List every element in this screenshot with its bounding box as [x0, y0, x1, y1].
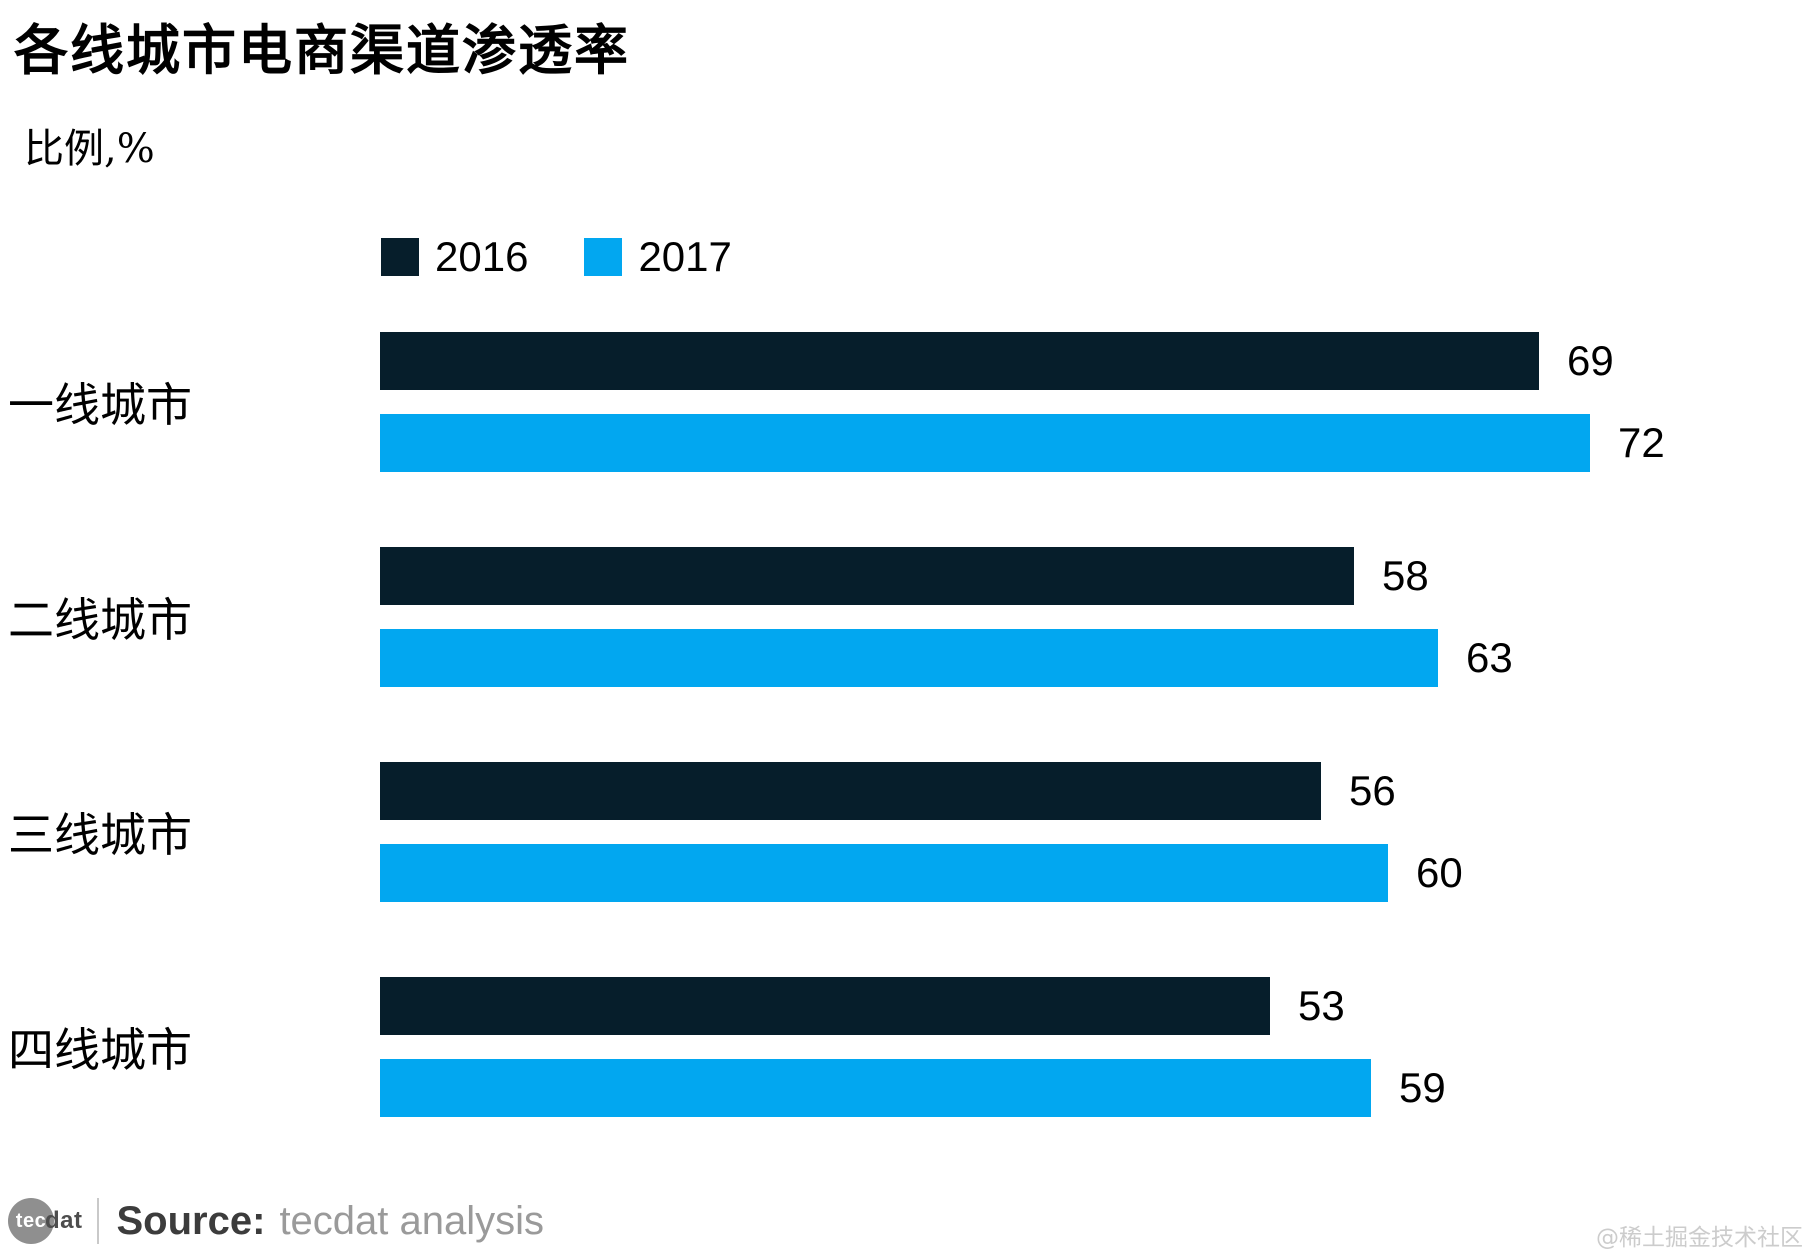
bar-value-label: 72: [1618, 419, 1665, 466]
bar-value-label: 69: [1567, 337, 1614, 384]
bar-group-3: 三线城市 56 60: [0, 762, 1809, 902]
bar-value-label: 59: [1399, 1064, 1446, 1111]
bar-value-label: 60: [1416, 849, 1463, 896]
footer-divider: [96, 1198, 99, 1244]
legend-swatch-2016: [381, 238, 419, 276]
category-label: 二线城市: [8, 593, 192, 647]
category-label: 一线城市: [8, 378, 192, 432]
tecdat-logo-circle: tec: [8, 1198, 54, 1244]
legend-label-2016: 2016: [435, 233, 529, 280]
bar-rows: 53 59: [380, 977, 1446, 1117]
bar-2016-group-3: [380, 762, 1321, 820]
bar-2017-group-1: [380, 414, 1590, 472]
legend-item-2016: 2016: [381, 233, 528, 281]
bar-row-2016: 56: [380, 762, 1463, 820]
legend-item-2017: 2017: [584, 233, 732, 281]
bar-2016-group-2: [380, 547, 1354, 605]
bar-group-4: 四线城市 53 59: [0, 977, 1809, 1117]
bar-value-label: 56: [1349, 767, 1396, 814]
legend-swatch-2017: [584, 238, 623, 276]
bar-2017-group-2: [380, 629, 1438, 687]
legend: 2016 2017: [381, 233, 732, 281]
tecdat-logo: tec dat: [8, 1198, 83, 1244]
bar-value-label: 63: [1466, 634, 1513, 681]
bar-rows: 56 60: [380, 762, 1463, 902]
bar-2017-group-4: [380, 1059, 1371, 1117]
bar-2017-group-3: [380, 844, 1388, 902]
source-value: tecdat analysis: [279, 1198, 545, 1243]
source-footer: tec dat Source: tecdat analysis: [8, 1196, 544, 1246]
category-label: 三线城市: [8, 808, 192, 862]
bar-row-2016: 53: [380, 977, 1446, 1035]
bar-value-label: 58: [1382, 552, 1429, 599]
bar-rows: 58 63: [380, 547, 1513, 687]
bar-value-label: 53: [1298, 982, 1345, 1029]
bar-row-2017: 59: [380, 1059, 1446, 1117]
bar-row-2016: 58: [380, 547, 1513, 605]
bar-chart: 一线城市 69 72 二线城市 58 63 三线城市 56 60 四线城市 53 59: [0, 332, 1809, 1192]
bar-2016-group-1: [380, 332, 1539, 390]
bar-row-2017: 72: [380, 414, 1665, 472]
legend-label-2017: 2017: [638, 233, 732, 280]
bar-group-1: 一线城市 69 72: [0, 332, 1809, 472]
axis-unit-label: 比例,%: [24, 126, 155, 172]
watermark: @稀土掘金技术社区: [1596, 1225, 1803, 1251]
bar-group-2: 二线城市 58 63: [0, 547, 1809, 687]
bar-row-2017: 63: [380, 629, 1513, 687]
bar-row-2017: 60: [380, 844, 1463, 902]
bar-row-2016: 69: [380, 332, 1665, 390]
category-label: 四线城市: [8, 1023, 192, 1077]
tecdat-logo-text: dat: [45, 1207, 83, 1234]
bar-2016-group-4: [380, 977, 1270, 1035]
chart-title: 各线城市电商渠道渗透率: [14, 18, 630, 82]
source-label: Source:: [116, 1198, 266, 1243]
bar-rows: 69 72: [380, 332, 1665, 472]
